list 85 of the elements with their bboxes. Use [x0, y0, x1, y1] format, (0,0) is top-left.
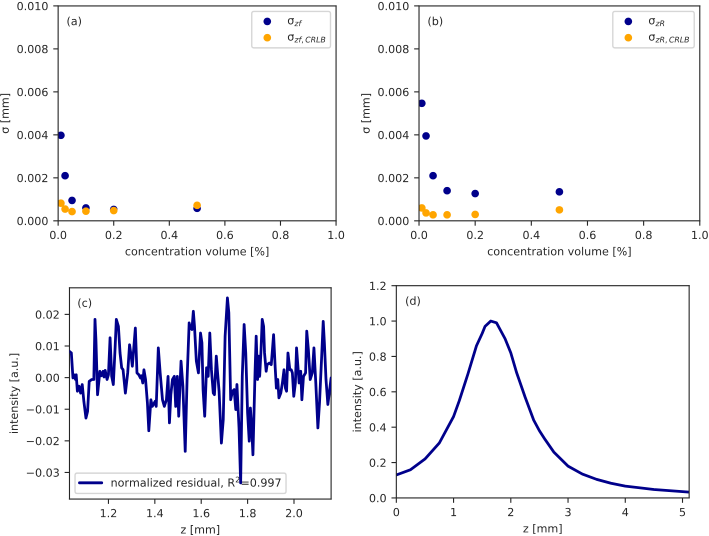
point [443, 186, 451, 195]
x-tick-label: 4 [622, 508, 628, 516]
point [419, 99, 426, 108]
point [443, 211, 451, 219]
y-axis-title: intensity [a.u.] [352, 352, 364, 432]
x-tick-label: 1.0 [692, 230, 708, 240]
point [82, 207, 90, 215]
x-tick-label: 0.6 [579, 230, 596, 240]
point [58, 131, 65, 140]
legend-label: σ$_{zR}$ [648, 18, 664, 26]
line-series [396, 320, 690, 494]
x-tick-label: 0.2 [106, 230, 122, 240]
x-tick-label: 0.4 [161, 230, 178, 240]
x-tick-label: 0.8 [636, 230, 652, 240]
y-tick-label: 0.01 [36, 342, 59, 350]
y-tick-label: 0.006 [17, 88, 48, 96]
x-tick-label: 0.8 [272, 230, 289, 240]
point [429, 211, 437, 219]
annotation: (a) [67, 16, 81, 27]
y-tick-label: 0.006 [378, 88, 409, 96]
x-tick-label: 2 [508, 508, 514, 516]
x-tick-label: 0.6 [216, 230, 234, 240]
point [422, 132, 430, 140]
legend-label: σ$_{zf,CRLB}$ [288, 34, 326, 44]
x-axis-title: z [mm] [523, 524, 562, 534]
y-tick-label: 0.008 [378, 44, 409, 54]
x-tick-label: 1.0 [328, 230, 344, 240]
point [556, 206, 564, 214]
y-tick-label: 0.000 [17, 216, 48, 226]
x-tick-label: 1.4 [147, 509, 164, 518]
point [471, 210, 479, 218]
x-tick-label: 1.2 [100, 508, 116, 518]
y-tick-label: 0.002 [378, 174, 408, 182]
point [419, 204, 426, 212]
x-axis-title: concentration volume [%] [488, 246, 631, 257]
y-tick-label: 0.010 [378, 2, 409, 10]
x-tick-label: 5 [680, 508, 686, 516]
x-tick-label: 1.8 [240, 508, 256, 518]
y-tick-label: 0.00 [36, 374, 60, 382]
y-tick-label: 0.02 [36, 310, 59, 319]
x-tick-label: 3 [565, 508, 571, 516]
y-tick-label: −0.03 [26, 468, 59, 477]
y-tick-label: 0.002 [17, 174, 48, 182]
y-tick-label: −0.01 [26, 405, 59, 414]
point [58, 199, 65, 208]
x-axis-title: concentration volume [%] [126, 246, 268, 257]
point [68, 196, 76, 204]
x-tick-label: 0.2 [467, 230, 483, 240]
y-tick-label: 0.000 [378, 216, 409, 226]
point [193, 202, 201, 210]
point [68, 208, 76, 216]
point [556, 188, 564, 196]
x-tick-label: 1.6 [194, 508, 210, 518]
x-tick-label: 0.0 [410, 230, 428, 240]
point [422, 209, 430, 217]
y-tick-label: 0.0 [370, 494, 386, 502]
y-axis-title: intensity [a.u.] [9, 354, 20, 434]
y-tick-label: 0.004 [17, 130, 48, 140]
x-tick-label: 0.4 [523, 230, 540, 240]
point [429, 172, 437, 180]
y-tick-label: −0.02 [26, 436, 59, 446]
x-tick-label: 0 [394, 508, 400, 516]
y-tick-label: 0.6 [370, 388, 386, 396]
annotation: (d) [406, 296, 420, 306]
x-tick-label: 0.0 [50, 230, 66, 240]
y-tick-label: 0.4 [370, 423, 386, 432]
x-axis-title: z [mm] [180, 525, 220, 535]
point [471, 190, 479, 198]
legend-label: σ$_{zR,CRLB}$ [648, 34, 689, 44]
y-tick-label: 0.8 [370, 352, 386, 361]
y-tick-label: 0.004 [378, 130, 409, 140]
annotation: (c) [78, 298, 92, 308]
point [61, 205, 69, 213]
point [61, 172, 69, 180]
legend-label: σ$_{zf}$ [288, 18, 302, 26]
y-tick-label: 0.2 [370, 458, 386, 467]
y-tick-label: 0.010 [17, 2, 48, 10]
y-tick-label: 0.008 [17, 44, 48, 54]
y-tick-label: 1.2 [370, 282, 386, 290]
y-axis-title: σ [mm] [361, 94, 372, 134]
x-tick-label: 2.0 [286, 508, 302, 518]
y-tick-label: 1.0 [370, 317, 386, 326]
y-axis-title: σ [mm] [0, 94, 10, 134]
annotation: (b) [428, 16, 442, 27]
x-tick-label: 1 [451, 508, 456, 516]
